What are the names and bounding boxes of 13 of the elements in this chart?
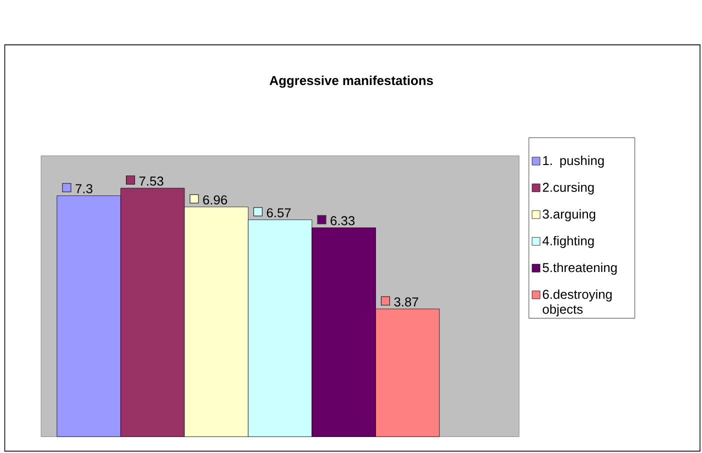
data-label: 6.96 bbox=[203, 195, 228, 204]
legend-label: 4.fighting bbox=[542, 236, 594, 248]
legend-label: 1. pushing bbox=[543, 156, 604, 168]
legend-label: 5.threatening bbox=[542, 262, 617, 275]
data-label: 7.3 bbox=[76, 184, 92, 194]
chart-title: Aggressive manifestations bbox=[270, 76, 433, 88]
legend-label: 2.cursing bbox=[542, 182, 594, 194]
data-label: 7.53 bbox=[139, 176, 164, 186]
data-label: 6.33 bbox=[330, 216, 355, 226]
legend-label: 3.arguing bbox=[542, 209, 596, 222]
data-label: 3.87 bbox=[394, 297, 418, 306]
data-label: 6.57 bbox=[266, 208, 291, 218]
legend-label: 6.destroying objects bbox=[542, 289, 612, 316]
